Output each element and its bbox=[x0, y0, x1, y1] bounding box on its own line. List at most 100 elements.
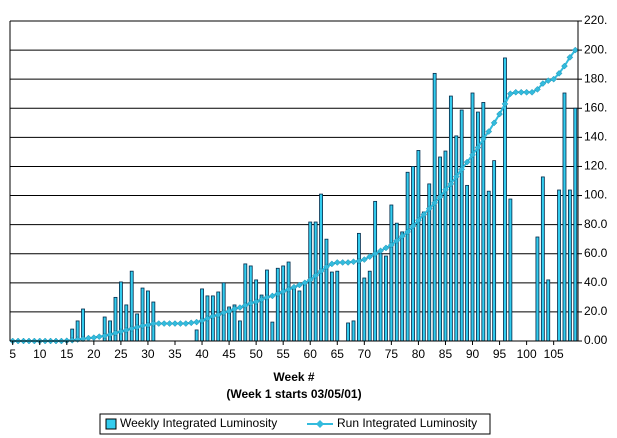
bar bbox=[459, 109, 464, 342]
y-tick-label: 20.0 bbox=[584, 304, 608, 318]
x-tick-label: 95 bbox=[493, 347, 507, 361]
line-marker bbox=[404, 228, 411, 236]
line-marker bbox=[290, 283, 298, 291]
bar bbox=[351, 320, 356, 342]
bar bbox=[194, 329, 199, 342]
bar bbox=[562, 92, 567, 342]
line-marker bbox=[339, 259, 347, 266]
bar bbox=[357, 232, 361, 342]
line-marker bbox=[333, 259, 341, 266]
line-marker bbox=[436, 193, 444, 201]
bar bbox=[465, 184, 470, 342]
line-marker bbox=[425, 205, 433, 212]
x-tick-label: 85 bbox=[439, 347, 453, 361]
x-tick-label: 80 bbox=[412, 347, 426, 361]
line-marker bbox=[377, 247, 384, 255]
line-marker bbox=[447, 180, 455, 188]
bar bbox=[313, 221, 318, 342]
y-tick-label: 0.00 bbox=[584, 333, 608, 347]
bar bbox=[319, 193, 323, 342]
line-marker bbox=[247, 299, 255, 307]
bar bbox=[367, 270, 372, 342]
legend-label: Run Integrated Luminosity bbox=[337, 416, 477, 430]
line-marker bbox=[431, 199, 439, 207]
x-tick-label: 45 bbox=[222, 347, 236, 361]
line-marker bbox=[236, 304, 244, 311]
line-marker bbox=[225, 307, 233, 315]
y-tick-label: 200. bbox=[584, 42, 607, 56]
line-marker bbox=[393, 237, 401, 244]
bar bbox=[492, 160, 497, 342]
line-marker bbox=[193, 318, 200, 326]
line-marker bbox=[252, 298, 260, 306]
x-tick-label: 40 bbox=[195, 347, 209, 361]
line-marker bbox=[501, 100, 509, 108]
bar bbox=[108, 320, 112, 342]
line-marker bbox=[117, 328, 125, 335]
x-tick-label: 5 bbox=[9, 347, 16, 361]
line-marker bbox=[452, 173, 460, 180]
line-marker bbox=[458, 166, 466, 173]
y-tick-label: 120. bbox=[584, 159, 607, 173]
bar bbox=[302, 282, 307, 342]
line-marker bbox=[523, 88, 530, 96]
line-marker bbox=[301, 279, 309, 287]
bar bbox=[329, 271, 334, 342]
bar bbox=[470, 92, 475, 342]
bar bbox=[270, 321, 275, 342]
bar bbox=[508, 198, 513, 342]
x-tick-label: 105 bbox=[544, 347, 564, 361]
line-marker bbox=[122, 326, 130, 334]
line-marker bbox=[279, 288, 287, 295]
line-marker bbox=[95, 333, 103, 340]
bar bbox=[389, 204, 394, 342]
line-marker bbox=[507, 90, 514, 98]
bar bbox=[292, 286, 296, 342]
x-tick-label: 55 bbox=[277, 347, 291, 361]
line-marker bbox=[312, 272, 319, 279]
line-marker bbox=[344, 259, 352, 266]
line-marker bbox=[241, 302, 249, 309]
line-marker bbox=[366, 253, 374, 260]
line-marker bbox=[469, 151, 476, 159]
line-marker bbox=[112, 329, 119, 337]
line-marker bbox=[220, 309, 228, 316]
line-marker bbox=[155, 320, 163, 327]
bar bbox=[146, 290, 150, 342]
line-marker bbox=[539, 80, 547, 87]
x-axis-title: Week # bbox=[273, 370, 314, 384]
line-marker bbox=[463, 158, 471, 166]
legend-swatch bbox=[105, 418, 117, 430]
x-tick-label: 50 bbox=[249, 347, 263, 361]
line-marker bbox=[371, 250, 379, 258]
line-marker bbox=[269, 292, 276, 300]
x-tick-label: 35 bbox=[168, 347, 182, 361]
x-axis-subtitle: (Week 1 starts 03/05/01) bbox=[226, 387, 361, 401]
bar bbox=[405, 171, 410, 342]
line-marker bbox=[571, 46, 579, 54]
y-tick-label: 180. bbox=[584, 71, 607, 85]
bar bbox=[557, 189, 561, 342]
y-tick-label: 140. bbox=[584, 130, 607, 144]
y-tick-label: 220. bbox=[584, 13, 607, 27]
line-marker bbox=[398, 232, 406, 240]
line-marker bbox=[231, 305, 238, 313]
line-marker bbox=[442, 186, 449, 194]
x-tick-label: 60 bbox=[304, 347, 318, 361]
bar bbox=[281, 265, 286, 342]
line-marker bbox=[550, 75, 558, 83]
x-tick-label: 15 bbox=[60, 347, 74, 361]
bar bbox=[335, 270, 340, 342]
bar bbox=[346, 322, 350, 342]
axes: 0.00 20.0 40.0 60.0 80.0 100. 120. 140. 160. 180.… bbox=[9, 13, 607, 361]
line-marker bbox=[561, 62, 568, 70]
line-marker bbox=[517, 88, 525, 96]
x-tick-label: 25 bbox=[114, 347, 128, 361]
bar bbox=[373, 200, 378, 342]
line-marker bbox=[198, 317, 206, 324]
legend-swatch bbox=[316, 420, 324, 428]
line-marker bbox=[479, 135, 487, 143]
line-marker bbox=[204, 315, 211, 322]
bar bbox=[265, 269, 269, 342]
